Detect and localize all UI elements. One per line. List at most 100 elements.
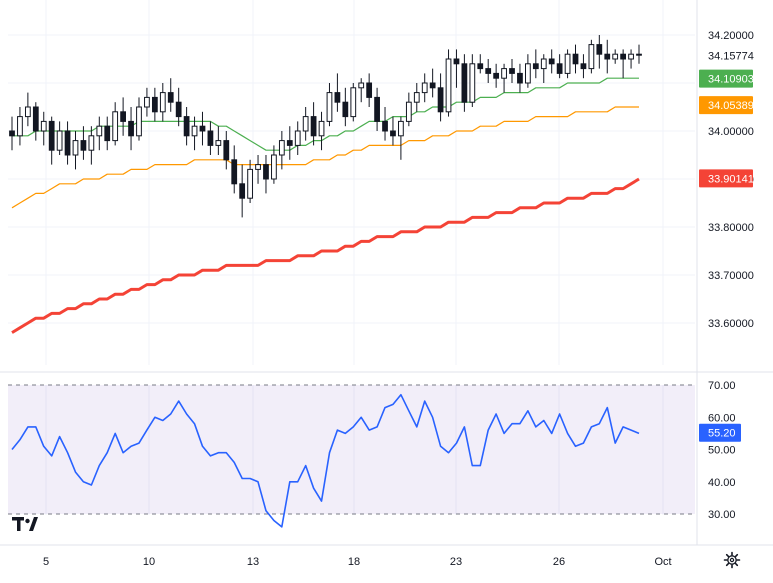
candle[interactable] — [88, 126, 95, 165]
candle[interactable] — [413, 83, 420, 112]
candle[interactable] — [564, 49, 571, 79]
rsi-value-tag — [699, 423, 741, 442]
candle[interactable] — [572, 44, 579, 74]
candle[interactable] — [17, 107, 23, 146]
candle-body-up — [24, 106, 31, 118]
candle[interactable] — [128, 107, 134, 151]
candle[interactable] — [120, 97, 126, 136]
candle[interactable] — [350, 83, 357, 122]
candle[interactable] — [461, 54, 468, 112]
candle[interactable] — [485, 59, 492, 83]
gear-icon[interactable] — [723, 551, 741, 569]
last-price-label: 34.15774 — [708, 50, 754, 62]
candle[interactable] — [239, 164, 246, 218]
candle[interactable] — [421, 73, 428, 103]
candle[interactable] — [318, 111, 325, 151]
candle[interactable] — [358, 78, 365, 103]
candle[interactable] — [144, 87, 150, 117]
candle[interactable] — [278, 131, 285, 170]
candle[interactable] — [636, 44, 642, 64]
candle[interactable] — [247, 159, 253, 203]
candle[interactable] — [151, 87, 158, 122]
candle[interactable] — [294, 121, 301, 155]
candle[interactable] — [548, 49, 555, 74]
candle[interactable] — [382, 107, 388, 141]
candle[interactable] — [96, 116, 103, 151]
candle[interactable] — [112, 102, 119, 146]
candle[interactable] — [532, 49, 539, 79]
candle-body-down — [183, 116, 190, 137]
candle-body-down — [548, 58, 555, 65]
candle[interactable] — [80, 126, 87, 160]
candle[interactable] — [310, 102, 317, 146]
candle[interactable] — [366, 73, 373, 107]
candle[interactable] — [326, 83, 333, 127]
candle-body-up — [247, 168, 253, 199]
candle[interactable] — [469, 54, 476, 107]
candle[interactable] — [588, 39, 595, 74]
candle[interactable] — [215, 126, 222, 155]
rsi-line[interactable] — [11, 393, 640, 528]
candle[interactable] — [612, 49, 619, 64]
candle[interactable] — [223, 131, 230, 170]
candle[interactable] — [525, 54, 531, 88]
candle[interactable] — [24, 92, 31, 127]
candle[interactable] — [604, 39, 611, 74]
candle[interactable] — [32, 102, 39, 141]
price-axis[interactable]: 34.2000034.0000033.9000033.8000033.70000… — [699, 30, 754, 521]
candle[interactable] — [398, 116, 404, 160]
candle[interactable] — [48, 116, 55, 165]
price-tick-label: 33.60000 — [708, 318, 754, 330]
candle[interactable] — [437, 73, 444, 122]
candle[interactable] — [540, 54, 547, 83]
candle[interactable] — [56, 121, 63, 155]
candle[interactable] — [207, 121, 214, 155]
candle[interactable] — [334, 73, 341, 112]
candle[interactable] — [390, 116, 396, 146]
candle-body-up — [215, 140, 222, 146]
candle[interactable] — [493, 63, 500, 88]
candle-body-down — [596, 44, 603, 55]
candle[interactable] — [628, 49, 634, 69]
candle[interactable] — [596, 35, 603, 69]
candle-body-down — [9, 130, 15, 137]
candle[interactable] — [620, 49, 627, 79]
candle[interactable] — [167, 78, 174, 112]
candle[interactable] — [136, 97, 142, 141]
candle[interactable] — [580, 54, 587, 79]
time-axis[interactable]: 5 10 13 18 23 26 Oct — [43, 556, 672, 568]
candle[interactable] — [477, 54, 484, 74]
candle[interactable] — [453, 49, 460, 88]
candle[interactable] — [159, 83, 166, 122]
rsi-tick-label: 30.00 — [708, 509, 736, 521]
candle[interactable] — [255, 155, 261, 184]
tradingview-logo-icon[interactable] — [10, 514, 42, 536]
rsi-panel[interactable] — [8, 384, 695, 528]
candle[interactable] — [263, 155, 269, 194]
candle[interactable] — [175, 87, 182, 127]
candle[interactable] — [72, 131, 79, 170]
candle[interactable] — [342, 87, 349, 127]
candle[interactable] — [302, 107, 309, 141]
candle[interactable] — [231, 145, 238, 194]
candle[interactable] — [9, 116, 15, 151]
candle[interactable] — [286, 126, 293, 160]
candle[interactable] — [501, 63, 507, 93]
candle[interactable] — [556, 54, 563, 79]
candle[interactable] — [40, 111, 47, 146]
candle[interactable] — [509, 59, 515, 83]
candle[interactable] — [64, 121, 71, 165]
candle[interactable] — [517, 63, 523, 93]
candle[interactable] — [405, 92, 412, 127]
candle[interactable] — [374, 87, 380, 131]
candle[interactable] — [104, 116, 111, 151]
candle[interactable] — [271, 145, 277, 184]
candle[interactable] — [199, 111, 206, 146]
candle[interactable] — [183, 107, 190, 146]
candle[interactable] — [445, 49, 452, 117]
candle[interactable] — [429, 68, 436, 98]
candles[interactable] — [9, 35, 642, 218]
candle[interactable] — [191, 116, 198, 151]
